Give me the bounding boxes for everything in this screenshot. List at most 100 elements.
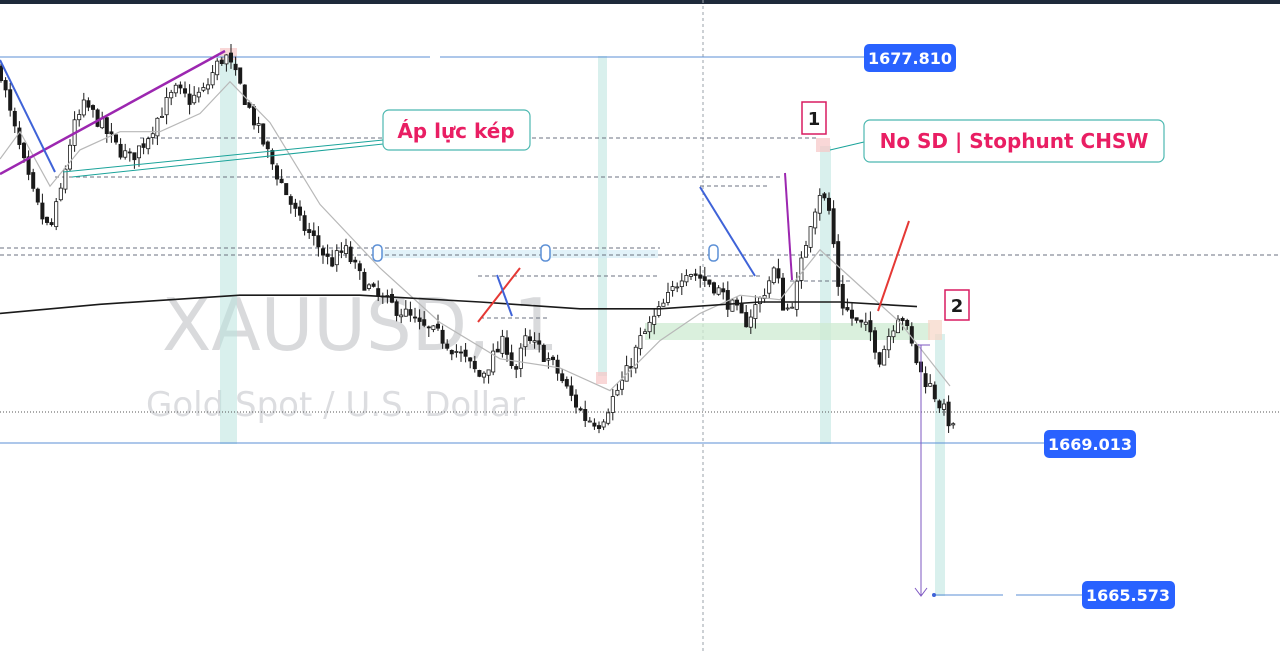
candle-body: [532, 340, 537, 343]
candle-body: [790, 306, 795, 309]
candle-body: [900, 318, 905, 322]
callout-pointer-ap-luc: [71, 143, 384, 178]
candle-body: [923, 373, 928, 388]
candle-body: [868, 320, 873, 333]
handle-icon-3[interactable]: [708, 244, 719, 262]
candle-body: [560, 373, 565, 382]
price-tag-target[interactable]: 1665.573: [1082, 581, 1175, 609]
candle-body: [771, 267, 776, 284]
candle-body: [854, 317, 859, 321]
zone-layer: [220, 48, 945, 596]
candle-body: [178, 84, 183, 89]
candle-body: [817, 195, 822, 214]
highlight-column-middle: [598, 56, 607, 376]
candle-body: [804, 245, 809, 258]
trendline-purple: [0, 49, 226, 176]
candle-body: [481, 372, 486, 378]
candle-body: [721, 288, 726, 293]
handle-icon-2[interactable]: [540, 244, 551, 262]
moving-average-fast: [0, 80, 951, 392]
candle-body: [449, 349, 454, 355]
candle-body: [104, 117, 109, 135]
candle-body: [656, 306, 661, 316]
candle-body: [40, 202, 45, 220]
candle-body: [192, 94, 197, 104]
price-tag-support[interactable]: 1669.013: [1044, 430, 1136, 458]
candle-body: [91, 105, 96, 110]
candle-body: [836, 241, 841, 287]
candle-body: [371, 283, 376, 287]
price-tag-high[interactable]: 1677.810: [864, 44, 956, 72]
candle-body: [284, 183, 289, 196]
candle-body: [564, 379, 569, 387]
candle-body: [366, 284, 371, 289]
candle-body: [228, 52, 233, 63]
candle-body: [495, 348, 500, 353]
candle-body: [132, 152, 137, 161]
watermark-layer: XAUUSD, 1 Gold Spot / U.S. Dollar: [146, 283, 559, 425]
candle-body: [63, 168, 68, 190]
candle-body: [288, 196, 293, 205]
candle-body: [399, 314, 404, 318]
candle-body: [320, 248, 325, 256]
candle-body: [247, 102, 252, 108]
candle-body: [859, 319, 864, 323]
candle-body: [698, 274, 703, 279]
candle-body: [702, 276, 707, 281]
candle-body: [31, 172, 36, 189]
candle-body: [500, 335, 505, 354]
marker-1[interactable]: 1: [801, 101, 827, 135]
candle-body: [297, 206, 302, 216]
candle-body: [555, 359, 560, 374]
level-lines-layer: [0, 56, 1280, 596]
candle-body: [583, 409, 588, 421]
candle-body: [68, 144, 73, 170]
candle-body: [343, 245, 348, 254]
candle-body: [652, 315, 657, 325]
drawing-tools-layer: [0, 49, 936, 597]
candle-body: [569, 385, 574, 396]
callout-ap-luc-kep[interactable]: Áp lực kép: [382, 109, 531, 151]
description-watermark: Gold Spot / U.S. Dollar: [146, 385, 525, 425]
candle-body: [675, 286, 680, 289]
candle-body: [339, 250, 344, 253]
marker-2[interactable]: 2: [944, 289, 970, 321]
candle-body: [679, 280, 684, 288]
candle-body: [362, 271, 367, 291]
candle-body: [311, 230, 316, 237]
candle-body: [896, 318, 901, 334]
candle-body: [716, 287, 721, 295]
trendline-blue-mid: [496, 274, 513, 317]
candle-body: [210, 72, 215, 86]
candle-body: [330, 257, 335, 267]
candle-body: [458, 351, 463, 354]
candle-body: [946, 401, 951, 427]
candle-body: [905, 319, 910, 326]
candle-body: [357, 263, 362, 272]
entry-candle-highlight: [928, 320, 942, 340]
handle-icon-1[interactable]: [372, 244, 383, 262]
price-tags-layer: 1677.810 1669.013 1665.573: [864, 44, 1175, 609]
candle-body: [334, 250, 339, 266]
candle-body: [376, 288, 381, 296]
candle-body: [486, 369, 491, 376]
candle-body: [215, 60, 220, 76]
callout-no-sd[interactable]: No SD | Stophunt CHSW: [863, 119, 1165, 163]
candle-body: [647, 321, 652, 333]
candle-body: [942, 403, 947, 410]
candle-body: [35, 188, 40, 203]
candle-body: [785, 307, 790, 310]
candle-body: [389, 294, 394, 303]
candle-body: [799, 257, 804, 281]
ob-band: [378, 250, 658, 258]
candle-body: [693, 273, 698, 276]
candle-body: [86, 100, 91, 108]
candle-body: [877, 352, 882, 365]
candle-body: [541, 345, 546, 362]
callout-pointer-ap-luc-2: [62, 139, 384, 173]
candle-body: [873, 330, 878, 353]
candle-body: [523, 335, 528, 348]
trendline-blue-right: [699, 186, 756, 277]
candle-body: [509, 352, 514, 366]
